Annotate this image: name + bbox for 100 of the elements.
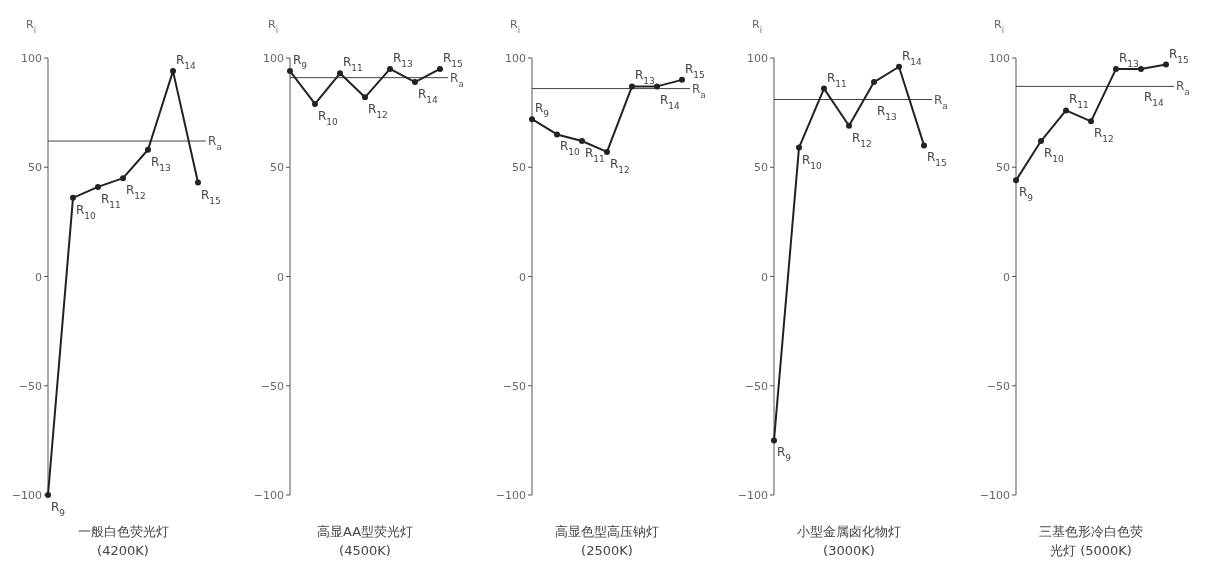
point <box>654 83 660 90</box>
annotation: R$_{15}$ <box>201 187 221 206</box>
x-axis-title: 小型金属卤化物灯 (3000K) <box>796 523 902 560</box>
point <box>95 183 101 190</box>
point <box>529 116 535 123</box>
y-axis-title: R$_{i}$ <box>994 18 1004 35</box>
y-tick-label: −100 <box>495 489 526 502</box>
point <box>1038 138 1044 145</box>
point <box>312 100 318 107</box>
annotation: R$_{12}$ <box>368 102 388 121</box>
annotation: R$_{9}$ <box>535 101 550 120</box>
annotation: R$_{11}$ <box>1069 92 1089 111</box>
annotation: R$_{12}$ <box>852 130 872 149</box>
text: R$_{9}$ <box>51 500 66 518</box>
point <box>1063 107 1069 114</box>
ref-line-label: R$_{a}$ <box>692 81 706 100</box>
annotation: R$_{14}$ <box>1144 90 1165 109</box>
y-tick-label: −50 <box>18 379 42 393</box>
y-tick-label: 100 <box>263 52 284 65</box>
annotation: R$_{13}$ <box>393 50 413 69</box>
ref-line-label: R$_{a}$ <box>1176 79 1190 98</box>
annotation: R$_{11}$ <box>585 146 605 165</box>
y-tick-label: 50 <box>28 161 42 175</box>
annotation: R$_{9}$ <box>293 53 308 72</box>
point <box>1113 65 1119 72</box>
point <box>337 70 343 77</box>
annotation: R$_{11}$ <box>343 55 363 74</box>
x-axis-title: 一般白色荧光灯 (4200K) <box>76 523 170 560</box>
y-tick-label: −50 <box>986 379 1010 393</box>
point <box>1163 61 1169 68</box>
y-tick-label: 0 <box>35 270 42 284</box>
point <box>554 131 560 138</box>
annotation: R$_{15}$ <box>1169 46 1189 65</box>
y-tick-label: 0 <box>1003 270 1010 284</box>
ref-line-label: R$_{a}$ <box>450 70 464 89</box>
point <box>896 63 902 70</box>
annotation: R$_{12}$ <box>1094 126 1114 145</box>
x-axis-title: 高显色型高压钠灯 (2500K) <box>554 523 660 560</box>
y-tick-label: 0 <box>519 270 526 284</box>
point <box>1013 177 1019 184</box>
y-tick-label: −100 <box>253 489 284 502</box>
point <box>1138 65 1144 72</box>
y-tick-label: −50 <box>744 379 768 393</box>
point <box>846 122 852 129</box>
point <box>387 65 393 72</box>
annotation: R$_{15}$ <box>443 50 463 69</box>
y-tick-label: 100 <box>21 52 42 65</box>
annotation: R$_{10}$ <box>802 152 823 171</box>
y-tick-label: 0 <box>277 270 284 284</box>
y-tick-label: 0 <box>761 270 768 284</box>
annotation: R$_{13}$ <box>151 154 171 173</box>
y-axis-title: R$_{i}$ <box>752 18 762 35</box>
point <box>145 146 151 153</box>
annotation: R$_{10}$ <box>318 108 339 127</box>
point <box>871 79 877 86</box>
point <box>771 437 777 444</box>
point <box>195 179 201 186</box>
annotation: R$_{14}$ <box>902 48 923 67</box>
annotation: R$_{13}$ <box>635 68 655 87</box>
annotation: R$_{10}$ <box>560 139 581 158</box>
annotation: R$_{12}$ <box>610 156 630 175</box>
point <box>412 79 418 86</box>
y-axis-title: R$_{i}$ <box>510 18 520 35</box>
point <box>921 142 927 149</box>
annotation: R$_{10}$ <box>1044 146 1065 165</box>
y-tick-label: 50 <box>754 161 768 175</box>
annotation: R$_{11}$ <box>101 191 121 210</box>
point <box>362 94 368 101</box>
point <box>170 68 176 75</box>
y-tick-label: −100 <box>11 489 42 502</box>
y-tick-label: 100 <box>989 52 1010 65</box>
y-tick-label: 50 <box>270 161 284 175</box>
annotation: R$_{12}$ <box>126 183 146 202</box>
point <box>821 85 827 92</box>
y-tick-label: −100 <box>737 489 768 502</box>
point <box>287 68 293 75</box>
y-tick-label: 100 <box>505 52 526 65</box>
annotation: R$_{14}$ <box>418 87 439 106</box>
annotation: R$_{15}$ <box>685 61 705 80</box>
annotation: R$_{11}$ <box>827 70 847 89</box>
point <box>579 138 585 145</box>
point <box>679 76 685 83</box>
annotation: R$_{14}$ <box>660 92 681 111</box>
point <box>629 83 635 90</box>
y-tick-label: 100 <box>747 52 768 65</box>
annotation: R$_{14}$ <box>176 53 197 72</box>
annotation: R$_{15}$ <box>927 150 947 169</box>
point <box>437 65 443 72</box>
point <box>1088 118 1094 125</box>
x-axis-title: 高显AA型荧光灯 (4500K) <box>315 523 415 560</box>
annotation: R$_{13}$ <box>1119 50 1139 69</box>
point <box>604 148 610 155</box>
x-axis-title: 三基色形冷白色荧光灯 (5000K) <box>1038 523 1144 560</box>
ref-line-label: R$_{a}$ <box>208 134 222 153</box>
y-tick-label: −50 <box>502 379 526 393</box>
y-axis-title: R$_{i}$ <box>26 18 36 35</box>
ref-line-label: R$_{a}$ <box>934 92 948 111</box>
y-tick-label: 50 <box>996 161 1010 175</box>
y-tick-label: 50 <box>512 161 526 175</box>
annotation: R$_{10}$ <box>76 202 97 221</box>
